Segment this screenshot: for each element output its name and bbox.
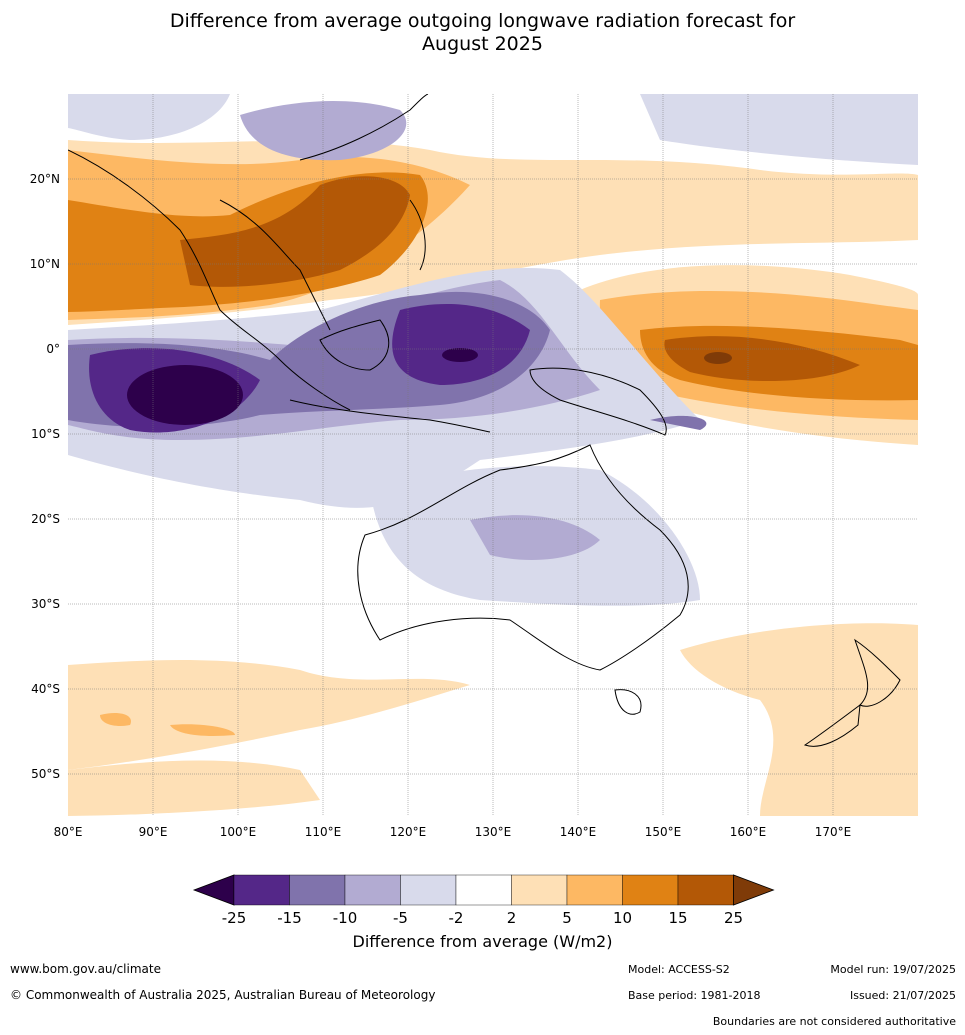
y-label: 40°S — [31, 682, 60, 696]
neg-15-25-indonesia — [392, 304, 530, 385]
colorbar-tick-label: -5 — [393, 909, 408, 927]
y-label: 10°S — [31, 427, 60, 441]
footer-disclaimer: Boundaries are not considered authoritat… — [712, 1015, 956, 1028]
y-label: 20°N — [30, 172, 60, 186]
pos-15-25-pacific — [664, 336, 860, 382]
south-asia-coast — [68, 149, 351, 411]
neg-2-5-northwest — [68, 94, 230, 140]
new-guinea-coast — [529, 367, 667, 436]
colorbar: -25 -15 -10 -5 -2 2 5 10 15 25 — [192, 874, 775, 927]
y-axis-labels: 20°N 10°N 0° 10°S 20°S 30°S 40°S 50°S — [30, 172, 60, 781]
chart-title: Difference from average outgoing longwav… — [0, 10, 965, 56]
neg-25-indonesia — [442, 348, 478, 362]
colorbar-ticks: -25 -15 -10 -5 -2 2 5 10 15 25 — [222, 909, 743, 927]
footer-issued: Issued: 21/07/2025 — [849, 989, 956, 1002]
colorbar-tick-label: -2 — [449, 909, 464, 927]
neg-5-10-australia — [470, 515, 600, 560]
pos-15-25-asia — [180, 176, 410, 287]
pos-2-5-tasman — [680, 623, 918, 816]
anomaly-shading — [68, 94, 918, 816]
colorbar-swatch — [566, 874, 623, 906]
footer-url[interactable]: www.bom.gov.au/climate — [10, 962, 161, 976]
borneo-coast — [319, 319, 390, 371]
title-line-2: August 2025 — [422, 33, 543, 55]
nz-south-coast — [803, 703, 861, 747]
x-axis-labels: 80°E 90°E 100°E 110°E 120°E 130°E 140°E … — [54, 825, 852, 839]
coastlines — [68, 94, 901, 747]
colorbar-swatch — [622, 874, 679, 906]
colorbar-swatch — [344, 874, 401, 906]
title-line-1: Difference from average outgoing longwav… — [169, 10, 796, 32]
nz-north-coast — [854, 638, 901, 707]
x-label: 130°E — [475, 825, 512, 839]
tasmania-coast — [614, 689, 642, 715]
colorbar-swatch — [400, 874, 457, 906]
pos-5-10-southern — [100, 713, 131, 726]
y-label: 20°S — [31, 512, 60, 526]
neg-25-indian — [127, 365, 243, 425]
china-coast — [299, 94, 429, 161]
colorbar-tick-label: 15 — [668, 909, 687, 927]
pos-5-10-southern-b — [170, 724, 235, 736]
x-label: 80°E — [54, 825, 83, 839]
y-label: 30°S — [31, 597, 60, 611]
y-label: 10°N — [30, 257, 60, 271]
colorbar-tick-label: 25 — [724, 909, 743, 927]
x-label: 120°E — [390, 825, 427, 839]
graticule — [68, 94, 918, 816]
colorbar-swatch — [233, 874, 290, 906]
footer-model: Model: ACCESS-S2 — [628, 963, 730, 976]
colorbar-tick-label: 2 — [507, 909, 517, 927]
y-label: 0° — [46, 342, 60, 356]
neg-2-5-northeast — [640, 94, 918, 165]
colorbar-tick-label: -10 — [333, 909, 358, 927]
x-label: 170°E — [815, 825, 852, 839]
colorbar-tick-label: 5 — [562, 909, 572, 927]
olr-anomaly-map: 80°E 90°E 100°E 110°E 120°E 130°E 140°E … — [30, 94, 918, 839]
colorbar-swatch — [289, 874, 346, 906]
colorbar-extend-high — [733, 874, 775, 906]
colorbar-tick-label: -15 — [277, 909, 302, 927]
colorbar-swatches — [192, 874, 775, 906]
x-label: 90°E — [139, 825, 168, 839]
x-label: 140°E — [560, 825, 597, 839]
colorbar-extend-low — [192, 874, 235, 906]
x-label: 110°E — [305, 825, 342, 839]
legend-title: Difference from average (W/m2) — [352, 932, 613, 951]
colorbar-tick-label: 10 — [613, 909, 632, 927]
australia-coast — [357, 444, 689, 671]
footer-copyright: © Commonwealth of Australia 2025, Austra… — [10, 988, 436, 1002]
pos-25-pacific — [704, 352, 732, 364]
colorbar-swatch — [677, 874, 734, 906]
x-label: 150°E — [645, 825, 682, 839]
java-coast — [289, 399, 491, 433]
x-label: 100°E — [220, 825, 257, 839]
colorbar-tick-label: -25 — [222, 909, 247, 927]
colorbar-swatch — [455, 874, 512, 906]
pos-2-5-southern-west-b — [68, 760, 320, 816]
footer-model-run: Model run: 19/07/2025 — [830, 963, 956, 976]
pos-2-5-southern-west — [68, 660, 470, 770]
footer-base-period: Base period: 1981-2018 — [628, 989, 761, 1002]
y-label: 50°S — [31, 767, 60, 781]
colorbar-swatch — [511, 874, 568, 906]
x-label: 160°E — [730, 825, 767, 839]
indochina-coast — [219, 199, 331, 331]
